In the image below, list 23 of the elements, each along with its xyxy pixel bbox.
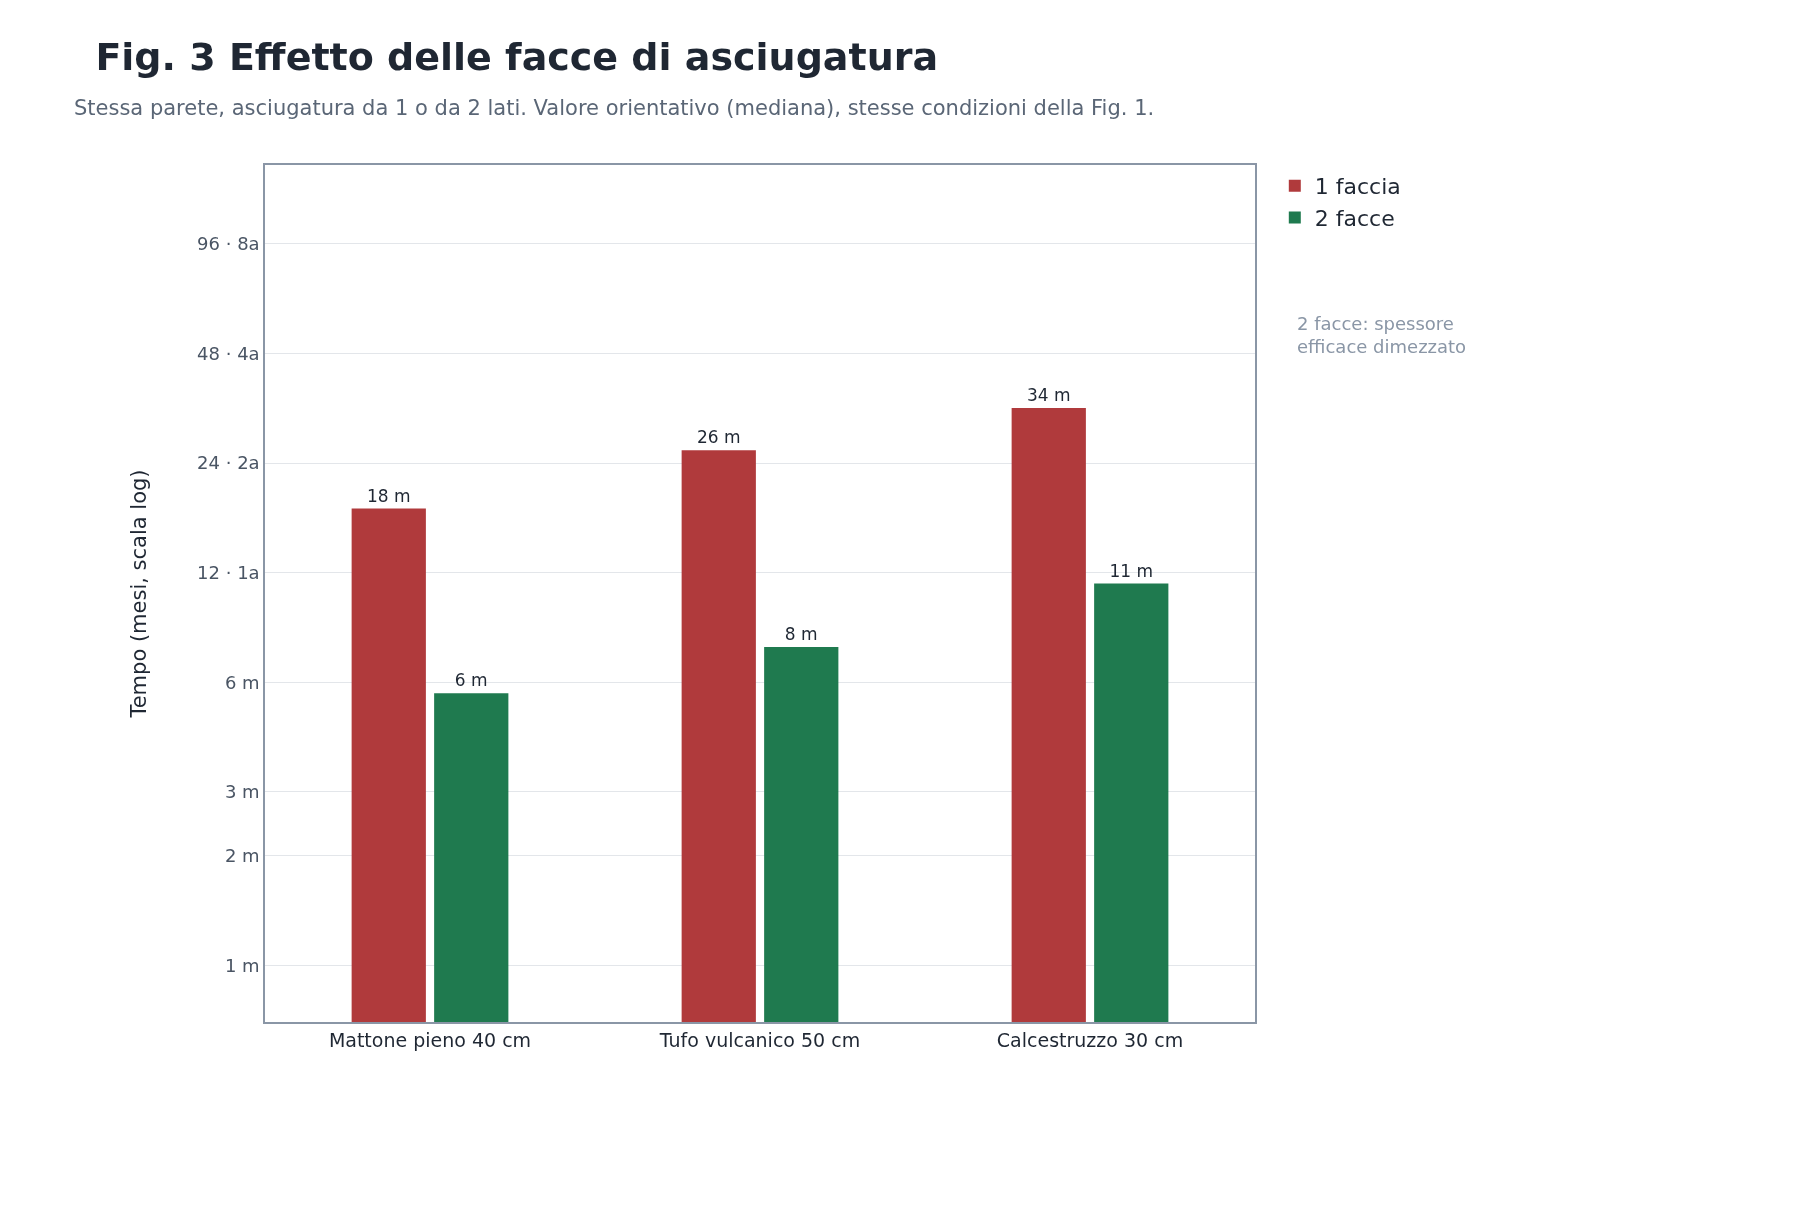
y-tick-label: 48 · 4a	[197, 342, 260, 364]
y-tick-label: 2 m	[224, 845, 260, 867]
x-tick-label: Mattone pieno 40 cm	[328, 1028, 532, 1051]
data-label: 6 m	[454, 670, 488, 691]
data-label: 11 m	[1109, 560, 1154, 581]
data-label: 18 m	[366, 485, 411, 506]
x-tick-label: Calcestruzzo 30 cm	[996, 1028, 1184, 1051]
y-tick-label: 96 · 8a	[197, 233, 260, 255]
chart-subtitle: Stessa parete, asciugatura da 1 o da 2 lati. Valore orientativo (mediana), stesse condizioni della Fig. 1.	[74, 96, 1155, 120]
y-tick-label: 3 m	[224, 781, 260, 803]
data-label: 26 m	[696, 427, 741, 448]
y-tick-label: 24 · 2a	[197, 452, 260, 474]
y-axis-title: Tempo (mesi, scala log)	[126, 469, 151, 719]
legend-label: 2 facce	[1314, 205, 1395, 231]
data-label: 34 m	[1026, 384, 1071, 405]
chart-title: Fig. 3 Effetto delle facce di asciugatura	[95, 34, 939, 79]
x-tick-label: Tufo vulcanico 50 cm	[658, 1028, 861, 1051]
y-tick-label: 1 m	[224, 954, 260, 976]
y-tick-label: 12 · 1a	[197, 561, 260, 583]
y-tick-label: 6 m	[224, 671, 260, 693]
data-label: 8 m	[784, 623, 818, 644]
text: 2 facce: spessore efficace dimezzato	[1297, 313, 1467, 358]
legend-label: 1 faccia	[1314, 174, 1401, 200]
